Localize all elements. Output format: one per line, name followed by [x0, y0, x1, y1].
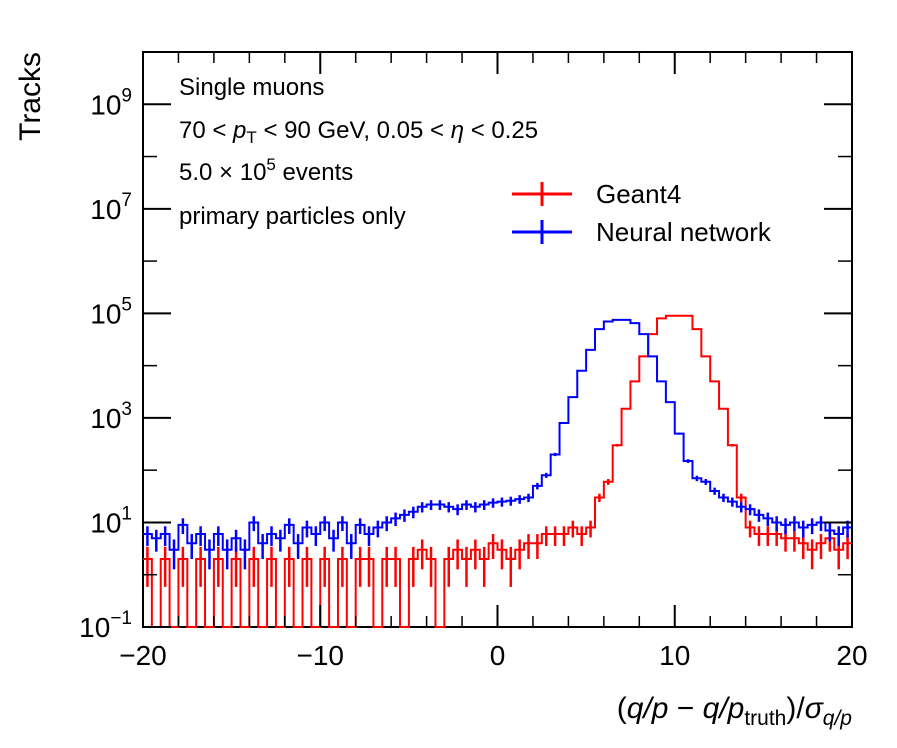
y-tick-label: 109 — [90, 85, 132, 120]
x-tick-label: −10 — [297, 640, 345, 671]
y-tick-label: 105 — [90, 294, 132, 329]
y-tick-label: 107 — [90, 190, 132, 225]
y-axis-label: Tracks — [14, 52, 47, 141]
x-axis-label: (q/p − q/ptruth)/σq/p — [617, 692, 852, 730]
series-step-line — [143, 318, 852, 551]
series-geant4 — [143, 314, 852, 628]
y-tick-base: 10 — [90, 403, 121, 434]
y-tick-label: 10−1 — [79, 608, 132, 643]
xlabel-q1: q/p — [627, 692, 669, 725]
x-tick-label: −20 — [119, 640, 167, 671]
y-tick-base: 10 — [79, 612, 110, 643]
x-tick-label: 20 — [836, 640, 867, 671]
x-tick-label: 10 — [659, 640, 690, 671]
y-tick-label: 101 — [90, 503, 132, 538]
xlabel-sub-truth: truth — [744, 707, 786, 730]
x-tick-label: 0 — [490, 640, 506, 671]
series-neural-network — [143, 318, 852, 570]
legend-label-geant4: Geant4 — [596, 179, 681, 209]
y-tick-exponent: −1 — [110, 608, 132, 629]
annotation-line-3: 5.0 × 105 events — [179, 155, 353, 186]
y-tick-label: 103 — [90, 399, 132, 434]
y-tick-base: 10 — [90, 194, 121, 225]
legend-item-geant4: Geant4 — [512, 179, 681, 209]
legend-item-neural-network: Neural network — [512, 217, 772, 247]
y-tick-base: 10 — [90, 89, 121, 120]
y-tick-exponent: 9 — [121, 85, 132, 106]
y-tick-exponent: 3 — [121, 399, 132, 420]
xlabel-close: )/ — [786, 692, 805, 725]
y-tick-exponent: 5 — [121, 294, 132, 315]
y-tick-exponent: 1 — [121, 503, 132, 524]
legend-label-neural-network: Neural network — [596, 217, 772, 247]
y-tick-base: 10 — [90, 298, 121, 329]
xlabel-q2: q/p — [703, 692, 745, 725]
y-tick-exponent: 7 — [121, 190, 132, 211]
annotation-line-1: Single muons — [179, 74, 324, 101]
xlabel-sigma-sub: q/p — [823, 707, 852, 730]
xlabel-minus: − — [668, 692, 702, 725]
xlabel-sigma: σ — [805, 692, 825, 725]
annotation-line-4: primary particles only — [179, 203, 406, 230]
series-step-line — [143, 314, 852, 628]
series-layer — [143, 314, 852, 628]
legend: Geant4 Neural network — [512, 179, 772, 247]
xlabel-open: ( — [617, 692, 627, 725]
annotation-line-2: 70 < pT < 90 GeV, 0.05 < η < 0.25 — [179, 117, 538, 147]
y-tick-base: 10 — [90, 507, 121, 538]
